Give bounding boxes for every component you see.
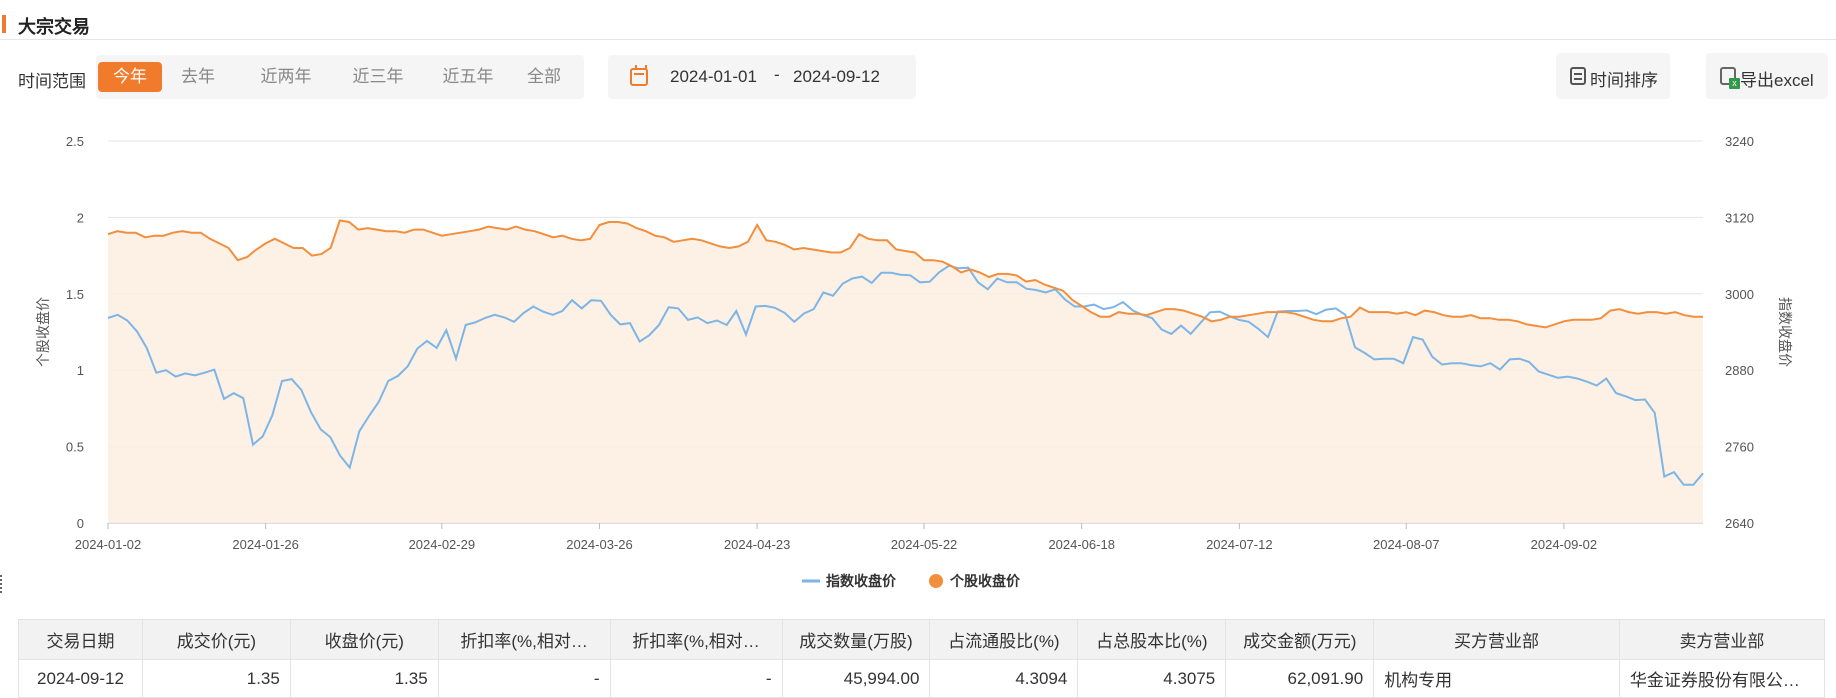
range-two-years-button[interactable]: 近两年 (260, 67, 312, 86)
resize-handle[interactable] (0, 575, 2, 593)
column-header[interactable]: 成交金额(万元) (1225, 619, 1375, 660)
column-header[interactable]: 卖方营业部 (1618, 619, 1826, 660)
column-header[interactable]: 折扣率(%,相对… (437, 619, 611, 660)
stock-close-line (107, 219, 1703, 329)
export-excel-label: 导出excel (1740, 71, 1814, 90)
table-body: 2024-09-12 1.35 1.35- -45,994.00 4.3094 4.307… (18, 659, 1826, 698)
time-sort-button[interactable]: 时间排序 (1556, 53, 1670, 99)
price-chart[interactable]: 0 2640 0.5 2760 1 2880 1.5 3000 2 3120 2.5 3240 个股收盘… (0, 118, 1836, 608)
column-header[interactable]: 交易日期 (18, 619, 143, 660)
x-tick-label: 2024-08-07 (1373, 537, 1440, 552)
x-tick-label: 2024-05-22 (891, 537, 958, 552)
y-left-tick-label: 2 (77, 210, 84, 225)
x-tick-label: 2024-01-26 (232, 537, 299, 552)
title-accent-bar (2, 15, 6, 33)
y-right-axis-title: 指数收盘价 (1777, 297, 1793, 367)
y-right-tick-label: 3240 (1725, 134, 1754, 149)
y-right-tick-label: 2640 (1725, 516, 1754, 531)
x-tick-label: 2024-09-02 (1531, 537, 1598, 552)
filter-toolbar: 时间范围 今年 去年 近两年 近三年 近五年 全部 2024-01-01 - 2… (0, 53, 1836, 101)
index-close-line (107, 264, 1704, 486)
y-right-tick-label: 2760 (1725, 440, 1754, 455)
table-cell: - (437, 659, 611, 698)
time-range-group: 今年 去年 近两年 近三年 近五年 全部 (96, 55, 584, 99)
section-title: 大宗交易 (18, 17, 90, 37)
x-tick-label: 2024-01-02 (75, 537, 142, 552)
column-header[interactable]: 收盘价(元) (289, 619, 439, 660)
table-cell: 4.3075 (1077, 659, 1227, 698)
date-end-field[interactable]: 2024-09-12 (793, 67, 880, 86)
y-left-tick-label: 0.5 (66, 440, 84, 455)
table-cell: 4.3094 (929, 659, 1079, 698)
table-cell: 1.35 (289, 659, 439, 698)
x-tick-label: 2024-02-29 (409, 537, 476, 552)
y-left-tick-label: 0 (77, 516, 84, 531)
y-right-tick-label: 2880 (1725, 363, 1754, 378)
export-excel-button[interactable]: 导出excel (1706, 53, 1828, 99)
x-tick-label: 2024-03-26 (566, 537, 633, 552)
table-cell: 45,994.00 (781, 659, 931, 698)
legend-stock-swatch (929, 574, 943, 588)
y-right-tick-label: 3000 (1725, 287, 1754, 302)
y-left-tick-label: 1 (77, 363, 84, 378)
column-header[interactable]: 折扣率(%,相对… (609, 619, 783, 660)
table-cell: 62,091.90 (1225, 659, 1375, 698)
table-cell: 机构专用 (1373, 659, 1620, 698)
range-three-years-button[interactable]: 近三年 (352, 67, 404, 86)
calendar-icon (630, 65, 648, 86)
table-header-row: 交易日期 成交价(元) 收盘价(元) 折扣率(%,相对… 折扣率(%,相对… 成交数量(万… (18, 619, 1826, 660)
x-tick-label: 2024-04-23 (724, 537, 791, 552)
table-cell: 2024-09-12 (18, 659, 143, 698)
x-tick-label: 2024-06-18 (1048, 537, 1115, 552)
time-sort-label: 时间排序 (1590, 71, 1658, 90)
y-right-tick-label: 3120 (1725, 210, 1754, 225)
table-cell: - (609, 659, 783, 698)
date-separator: - (774, 65, 780, 84)
table-row: 2024-09-12 1.35 1.35- -45,994.00 4.3094 4.307… (18, 659, 1826, 698)
legend-index-label: 指数收盘价 (826, 573, 897, 589)
section-header: 大宗交易 (0, 4, 1836, 40)
date-range-picker[interactable]: 2024-01-01 - 2024-09-12 (608, 55, 916, 99)
column-header[interactable]: 占总股本比(%) (1077, 619, 1227, 660)
block-trade-table: 交易日期 成交价(元) 收盘价(元) 折扣率(%,相对… 折扣率(%,相对… 成交数量(万… (18, 619, 1826, 698)
column-header[interactable]: 成交数量(万股) (781, 619, 931, 660)
range-all-button[interactable]: 全部 (527, 67, 561, 86)
y-left-tick-label: 1.5 (66, 287, 84, 302)
stock-price-area (108, 220, 1703, 523)
column-header[interactable]: 成交价(元) (141, 619, 291, 660)
range-five-years-button[interactable]: 近五年 (442, 67, 494, 86)
sort-icon (1570, 67, 1586, 85)
legend-stock-label: 个股收盘价 (949, 573, 1021, 589)
date-start-field[interactable]: 2024-01-01 (670, 67, 757, 86)
y-left-axis-title: 个股收盘价 (35, 297, 51, 367)
excel-icon (1720, 67, 1740, 89)
y-left-tick-label: 2.5 (66, 134, 84, 149)
table-cell: 华金证券股份有限公司上… (1618, 659, 1826, 698)
column-header[interactable]: 占流通股比(%) (929, 619, 1079, 660)
time-range-label: 时间范围 (18, 72, 86, 91)
range-this-year-button[interactable]: 今年 (98, 62, 162, 92)
table-cell: 1.35 (141, 659, 291, 698)
column-header[interactable]: 买方营业部 (1373, 619, 1620, 660)
range-last-year-button[interactable]: 去年 (181, 67, 215, 86)
x-tick-label: 2024-07-12 (1206, 537, 1273, 552)
